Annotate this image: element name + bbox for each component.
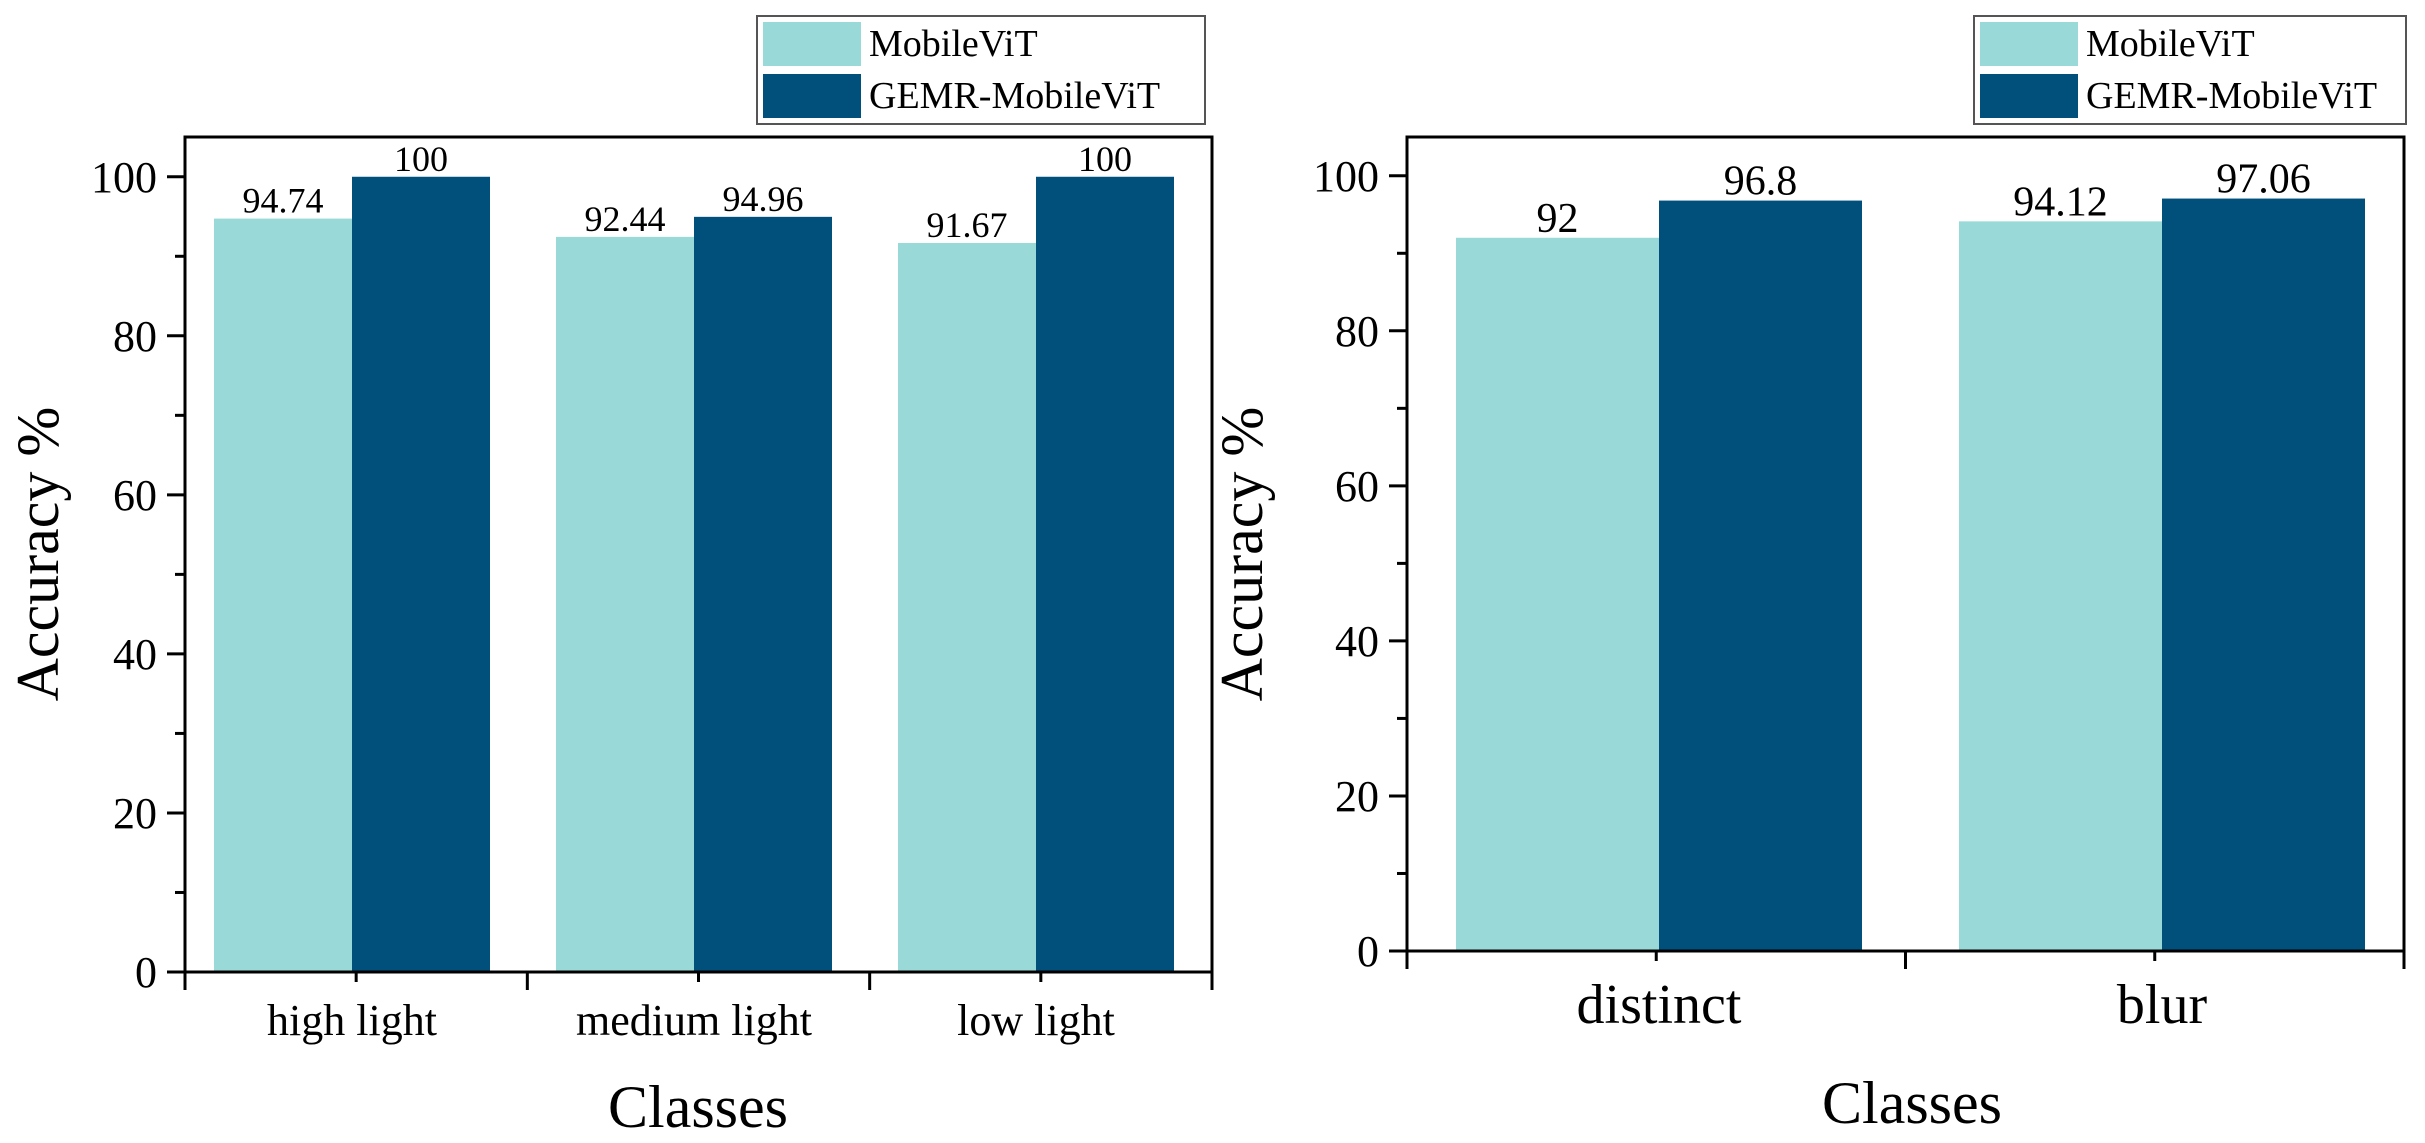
y-tick-label: 80 bbox=[113, 312, 157, 361]
y-tick-label: 100 bbox=[1313, 152, 1379, 201]
legend-swatch-gemr-mobilevit bbox=[763, 74, 861, 118]
legend: MobileViT GEMR-MobileViT bbox=[756, 15, 1206, 125]
legend-label: MobileViT bbox=[2086, 23, 2255, 65]
bar-gemr-mobilevit-low-light bbox=[1036, 176, 1174, 972]
bar-mobilevit-medium-light bbox=[556, 236, 694, 973]
legend-swatch-gemr-mobilevit bbox=[1980, 74, 2078, 118]
y-tick-label: 20 bbox=[113, 789, 157, 838]
data-label: 91.67 bbox=[927, 205, 1008, 245]
legend: MobileViT GEMR-MobileViT bbox=[1973, 15, 2407, 125]
x-tick-label: medium light bbox=[576, 996, 812, 1045]
bar-mobilevit-blur bbox=[1959, 221, 2162, 952]
y-tick-label: 80 bbox=[1335, 307, 1379, 356]
bar-mobilevit-low-light bbox=[898, 243, 1036, 972]
chart-2: 92 96.8 distinct 94.12 97.06 blur 0 20 40 60 80 100… bbox=[1209, 15, 2407, 1136]
x-tick-label: blur bbox=[2117, 974, 2208, 1036]
x-tick-label: low light bbox=[957, 996, 1115, 1045]
y-tick-label: 100 bbox=[91, 153, 157, 202]
x-axis-title: Classes bbox=[608, 1074, 788, 1140]
y-tick-label: 20 bbox=[1335, 772, 1379, 821]
data-label: 96.8 bbox=[1724, 159, 1798, 205]
bar-gemr-mobilevit-distinct bbox=[1659, 200, 1862, 951]
x-tick-label: high light bbox=[267, 996, 437, 1045]
y-axis-title: Accuracy % bbox=[5, 407, 71, 702]
bar-mobilevit-high-light bbox=[214, 218, 352, 972]
y-tick-label: 60 bbox=[113, 471, 157, 520]
data-label: 100 bbox=[394, 139, 448, 179]
legend-swatch-mobilevit bbox=[1980, 22, 2078, 66]
y-tick-label: 0 bbox=[135, 948, 157, 997]
bar-mobilevit-distinct bbox=[1456, 237, 1659, 951]
bar-gemr-mobilevit-blur bbox=[2162, 198, 2365, 952]
x-tick-label: distinct bbox=[1577, 974, 1742, 1036]
y-axis-title: Accuracy % bbox=[1209, 407, 1275, 702]
data-label: 97.06 bbox=[2216, 157, 2311, 203]
data-label: 92.44 bbox=[585, 199, 666, 239]
chart-1: 94.74 100 high light 92.44 94.96 medium light… bbox=[5, 15, 1214, 1140]
x-axis-title: Classes bbox=[1822, 1070, 2002, 1136]
legend-label: GEMR-MobileViT bbox=[869, 75, 1160, 117]
legend-label: GEMR-MobileViT bbox=[2086, 75, 2377, 117]
legend-label: MobileViT bbox=[869, 23, 1038, 65]
data-label: 94.12 bbox=[2013, 179, 2108, 225]
y-tick-label: 60 bbox=[1335, 462, 1379, 511]
data-label: 100 bbox=[1078, 139, 1132, 179]
data-label: 94.96 bbox=[723, 179, 804, 219]
bar-gemr-mobilevit-medium-light bbox=[694, 216, 832, 972]
y-tick-label: 0 bbox=[1357, 927, 1379, 976]
data-label: 92 bbox=[1537, 196, 1579, 242]
y-tick-label: 40 bbox=[113, 630, 157, 679]
data-label: 94.74 bbox=[243, 181, 324, 221]
bar-gemr-mobilevit-high-light bbox=[352, 176, 490, 972]
y-tick-label: 40 bbox=[1335, 617, 1379, 666]
legend-swatch-mobilevit bbox=[763, 22, 861, 66]
